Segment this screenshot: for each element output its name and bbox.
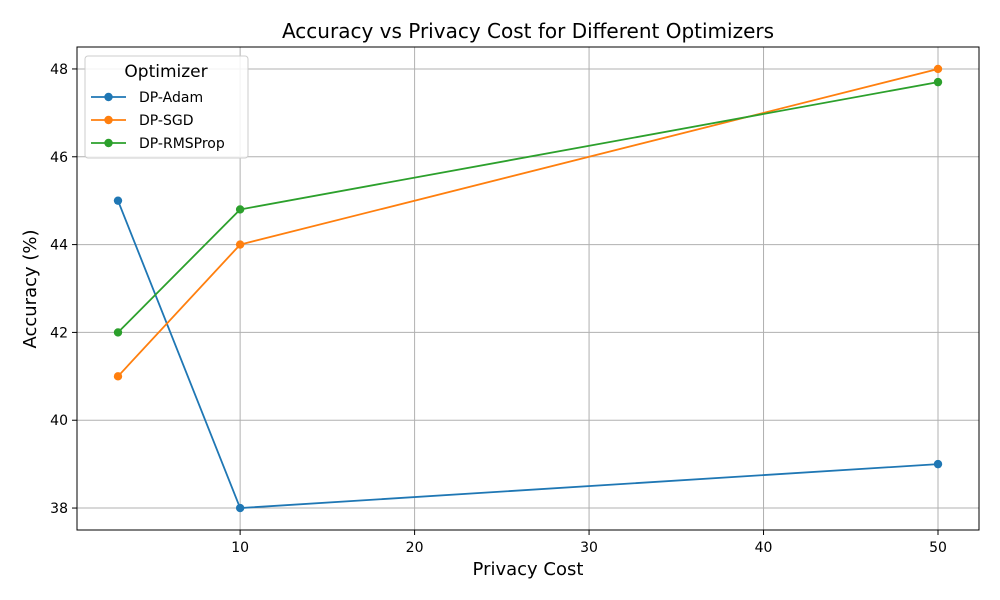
legend-marker-dp-sgd: [104, 115, 113, 125]
data-point-dp-sgd: [113, 372, 123, 381]
y-tick-label: 46: [50, 150, 68, 166]
data-point-dp-rmsprop: [113, 328, 123, 337]
data-point-dp-adam: [113, 196, 123, 205]
legend-label-dp-rmsprop: DP-RMSProp: [139, 136, 225, 152]
plot-frame: [76, 46, 980, 531]
series-layer: [113, 64, 943, 513]
legend-label-dp-sgd: DP-SGD: [139, 113, 193, 129]
legend-title: Optimizer: [124, 62, 207, 82]
x-axis-label: Privacy Cost: [473, 559, 584, 580]
data-point-dp-adam: [933, 459, 943, 469]
legend-marker-dp-adam: [104, 92, 113, 102]
legend-items: DP-Adam DP-SGD DP-RMSProp: [91, 90, 225, 152]
data-point-dp-adam: [235, 503, 245, 513]
y-axis-label: Accuracy (%): [20, 229, 41, 348]
legend: Optimizer DP-Adam DP-SGD DP-RMSProp: [84, 55, 249, 159]
x-tick-label: 30: [580, 540, 598, 556]
x-tick-label: 40: [755, 540, 773, 556]
data-point-dp-sgd: [235, 240, 245, 249]
data-point-dp-rmsprop: [933, 77, 943, 87]
data-point-dp-rmsprop: [235, 205, 245, 214]
ticks: 10 20 30 40 50 38 40 42 44 46 48: [50, 62, 947, 556]
y-tick-label: 42: [50, 325, 68, 341]
y-tick-label: 38: [50, 501, 68, 517]
y-tick-label: 40: [50, 413, 68, 429]
x-tick-label: 50: [929, 540, 947, 556]
y-tick-label: 48: [50, 62, 68, 78]
legend-marker-dp-rmsprop: [104, 138, 113, 148]
x-tick-label: 10: [231, 540, 249, 556]
legend-box: [84, 55, 249, 159]
x-tick-label: 20: [406, 540, 424, 556]
data-point-dp-sgd: [933, 64, 943, 74]
chart-title: Accuracy vs Privacy Cost for Different O…: [282, 19, 774, 43]
legend-label-dp-adam: DP-Adam: [139, 90, 203, 106]
y-tick-label: 44: [50, 238, 68, 254]
